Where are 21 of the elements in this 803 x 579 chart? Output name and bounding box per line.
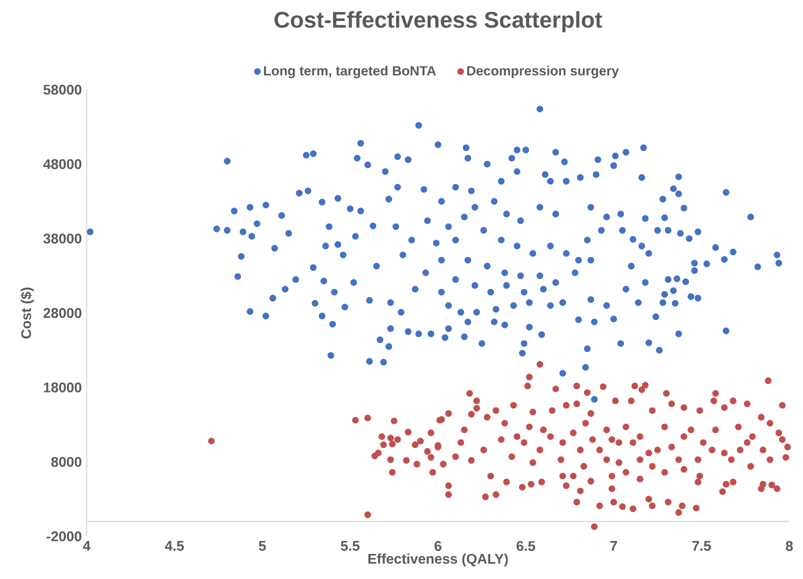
x-tick-label: 8 (786, 541, 793, 551)
x-tick-label: 5 (258, 541, 266, 551)
y-tick-label: 58000 (43, 84, 82, 95)
y-tick-label: 18000 (44, 382, 82, 392)
y-tick-label: 48000 (43, 159, 82, 170)
x-tick-label: 6.5 (516, 541, 536, 551)
x-tick-label: 4.5 (164, 541, 184, 551)
x-tick-label: 7 (610, 541, 617, 551)
x-axis-title: Effectiveness (QALY) (368, 553, 508, 566)
y-tick-label: 38000 (43, 234, 82, 244)
x-tick-label: 6 (434, 541, 442, 551)
y-tick-label: -2000 (46, 531, 82, 542)
y-tick-label: 8000 (51, 456, 82, 467)
legend-label: Decompression surgery (467, 66, 619, 78)
chart-title: Cost-Effectiveness Scatterplot (274, 11, 602, 32)
x-tick-label: 7.5 (692, 541, 711, 551)
y-axis-title: Cost ($) (20, 288, 34, 338)
x-tick-label: 4 (82, 541, 90, 551)
x-tick-label: 5.5 (340, 541, 360, 551)
y-tick-label: 28000 (44, 308, 82, 318)
legend-label: Long term, targeted BoNTA (264, 66, 436, 78)
